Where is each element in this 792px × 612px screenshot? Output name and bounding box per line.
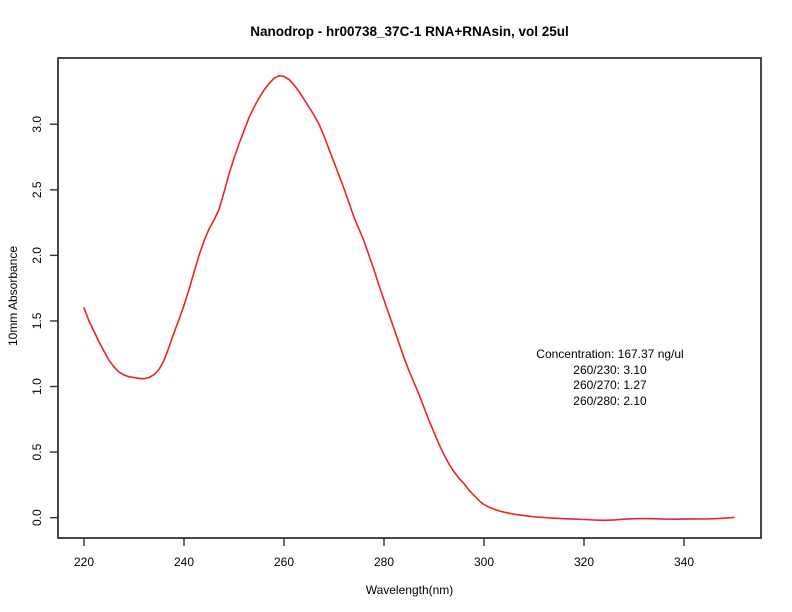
y-tick-label: 0.5: [30, 443, 44, 460]
x-tick-label: 240: [174, 555, 194, 569]
y-tick-label: 1.5: [30, 312, 44, 329]
y-axis-ticks: 0.0 0.5 1.0 1.5 2.0 2.5 3.0: [30, 116, 58, 526]
x-tick-label: 260: [274, 555, 294, 569]
x-tick-label: 300: [474, 555, 494, 569]
x-tick-label: 280: [374, 555, 394, 569]
ratio-260-270-text: 260/270: 1.27: [573, 378, 647, 393]
y-tick-label: 0.0: [30, 509, 44, 526]
chart-title: Nanodrop - hr00738_37C-1 RNA+RNAsin, vol…: [250, 24, 569, 39]
y-tick-label: 2.0: [30, 247, 44, 264]
y-tick-label: 2.5: [30, 181, 44, 198]
y-tick-label: 1.0: [30, 378, 44, 395]
x-tick-label: 220: [74, 555, 94, 569]
ratio-260-230-text: 260/230: 3.10: [573, 362, 647, 377]
concentration-text: Concentration: 167.37 ng/ul: [536, 347, 684, 361]
plot-box: [57, 57, 762, 539]
x-axis-label: Wavelength(nm): [365, 583, 454, 597]
absorbance-curve: [83, 74, 735, 522]
ratio-260-280-text: 260/280: 2.10: [573, 393, 647, 408]
x-tick-label: 320: [574, 555, 594, 569]
x-axis-ticks: 220 240 260 280 300 320 340: [74, 538, 694, 569]
measurement-annotation: Concentration: 167.37 ng/ul 260/230: 3.1…: [536, 347, 683, 409]
y-tick-label: 3.0: [30, 116, 44, 133]
x-tick-label: 340: [674, 555, 694, 569]
